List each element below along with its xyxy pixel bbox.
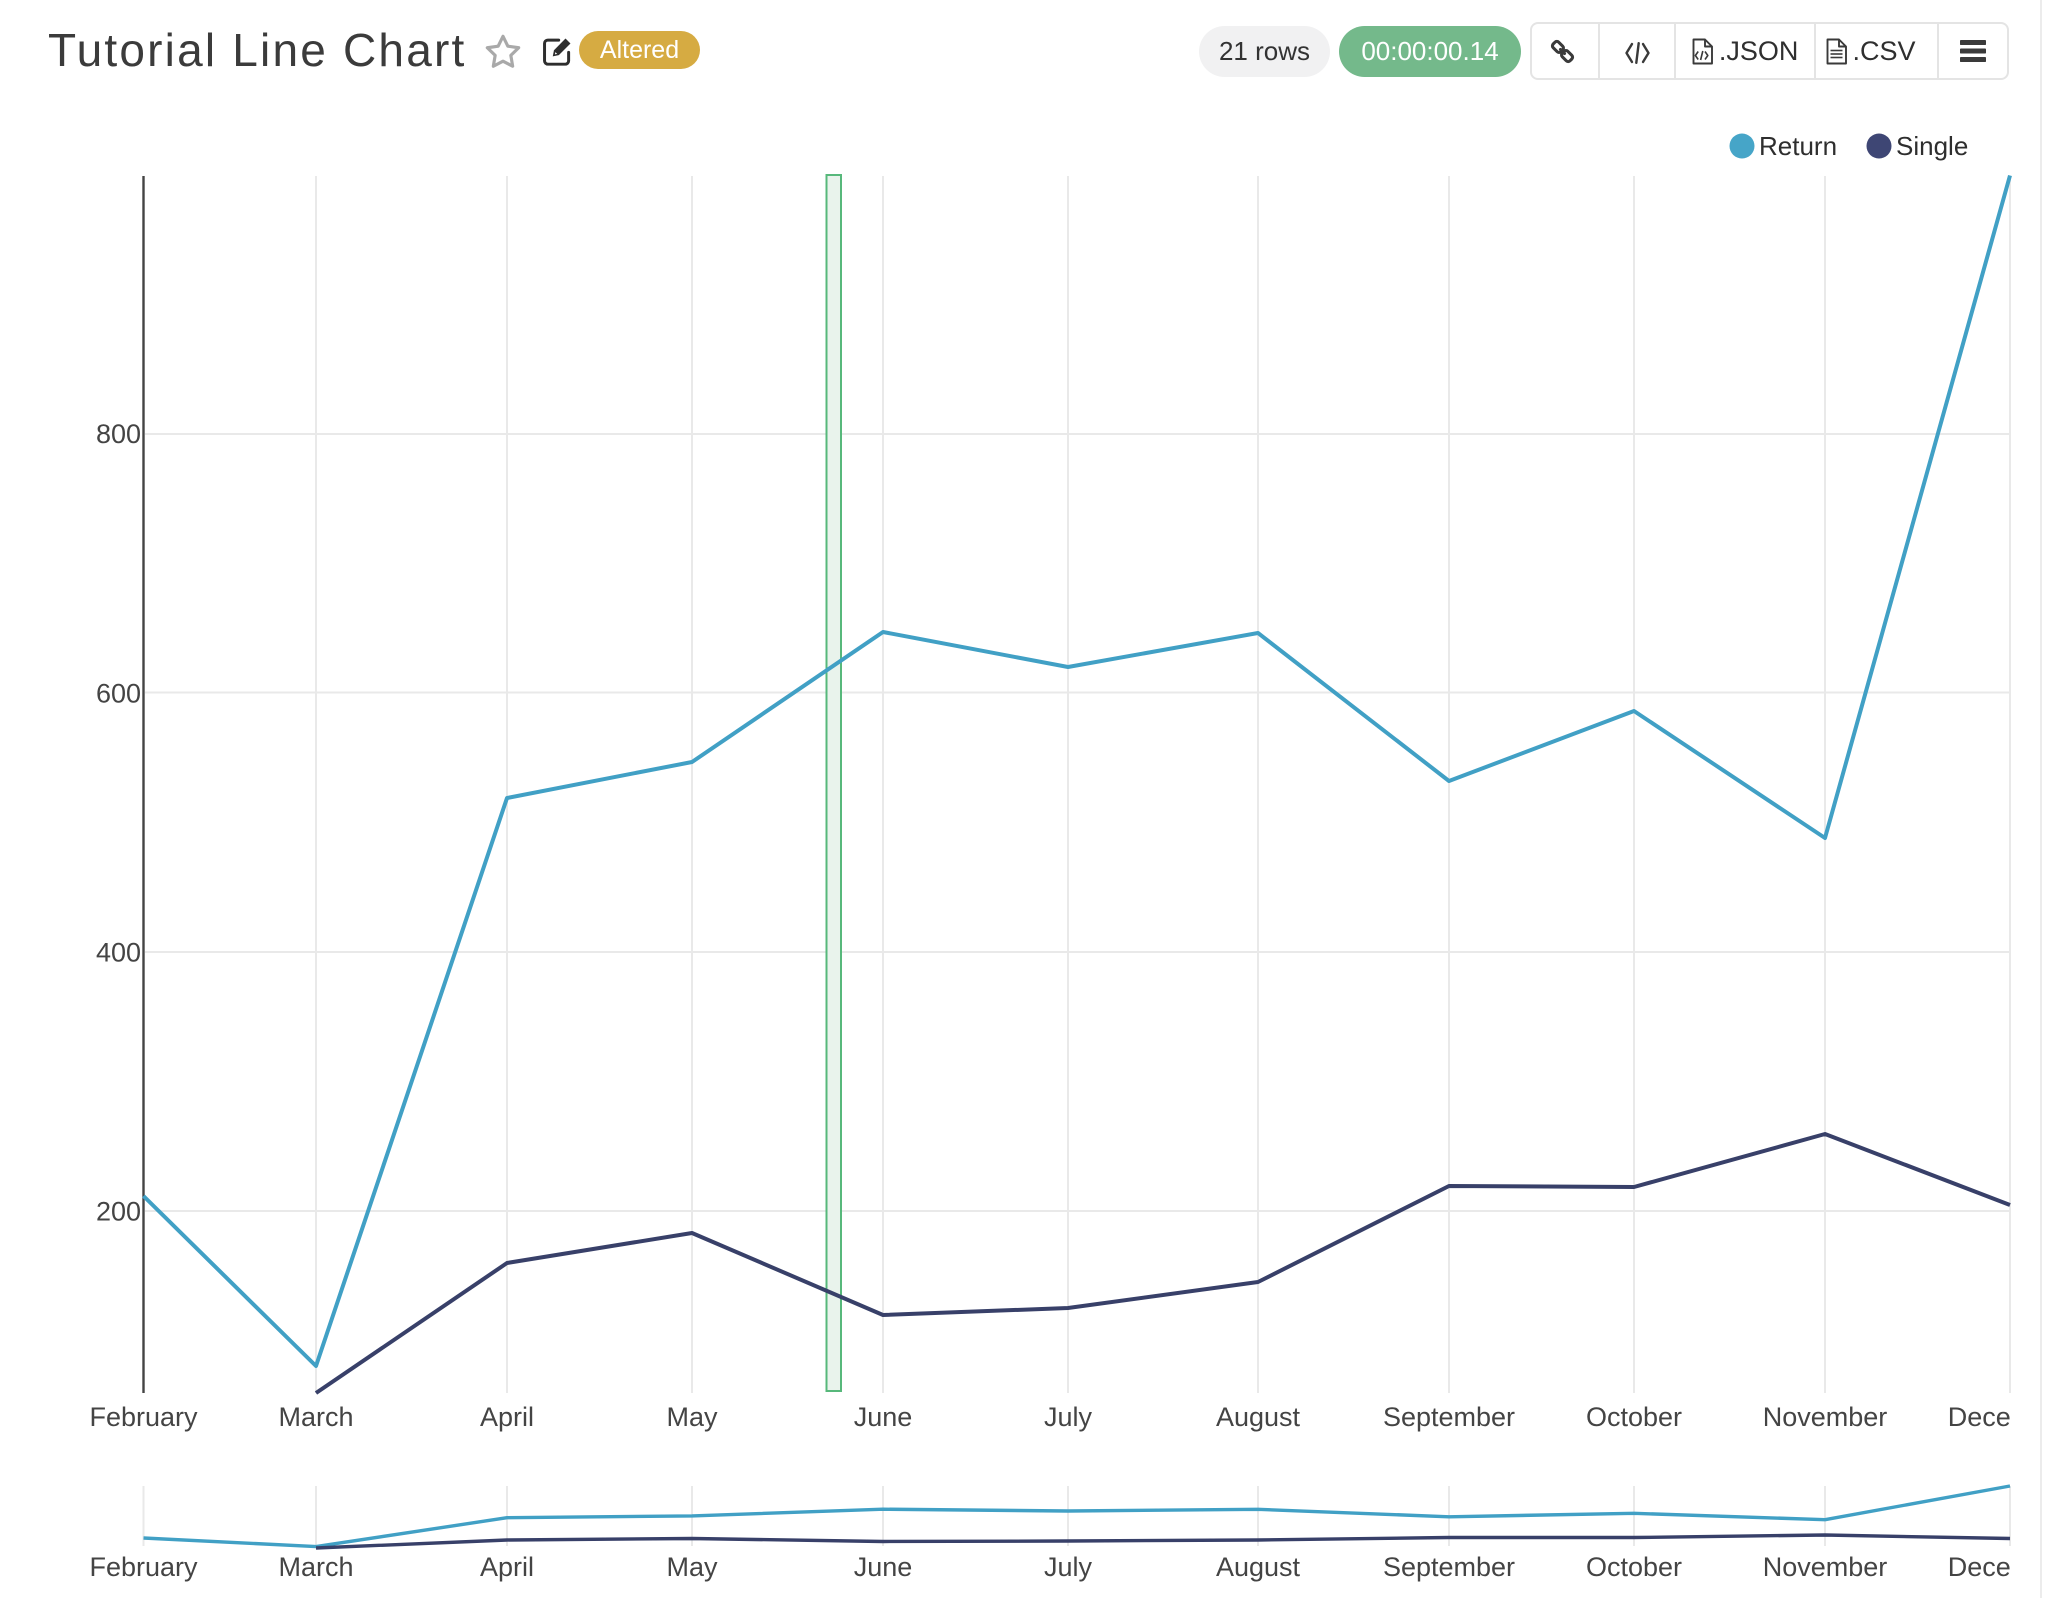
svg-text:August: August <box>1216 1552 1301 1582</box>
svg-text:800: 800 <box>96 419 141 449</box>
svg-text:July: July <box>1044 1552 1093 1582</box>
svg-text:April: April <box>480 1402 534 1432</box>
svg-text:June: June <box>854 1552 913 1582</box>
svg-text:December: December <box>1948 1402 2012 1432</box>
svg-text:April: April <box>480 1552 534 1582</box>
svg-text:May: May <box>666 1552 718 1582</box>
svg-text:Single: Single <box>1896 131 1968 161</box>
svg-text:September: September <box>1383 1402 1515 1432</box>
svg-text:600: 600 <box>96 679 141 709</box>
svg-text:March: March <box>278 1552 353 1582</box>
svg-text:February: February <box>89 1402 198 1432</box>
svg-text:February: February <box>89 1552 198 1582</box>
svg-text:November: November <box>1763 1552 1888 1582</box>
svg-text:200: 200 <box>96 1197 141 1227</box>
svg-text:September: September <box>1383 1552 1515 1582</box>
svg-text:December: December <box>1948 1552 2012 1582</box>
svg-text:Return: Return <box>1759 131 1837 161</box>
svg-text:400: 400 <box>96 938 141 968</box>
svg-text:June: June <box>854 1402 913 1432</box>
svg-text:May: May <box>666 1402 718 1432</box>
svg-text:March: March <box>278 1402 353 1432</box>
svg-text:July: July <box>1044 1402 1093 1432</box>
svg-text:November: November <box>1763 1402 1888 1432</box>
svg-text:October: October <box>1586 1402 1682 1432</box>
svg-text:October: October <box>1586 1552 1682 1582</box>
svg-text:August: August <box>1216 1402 1301 1432</box>
